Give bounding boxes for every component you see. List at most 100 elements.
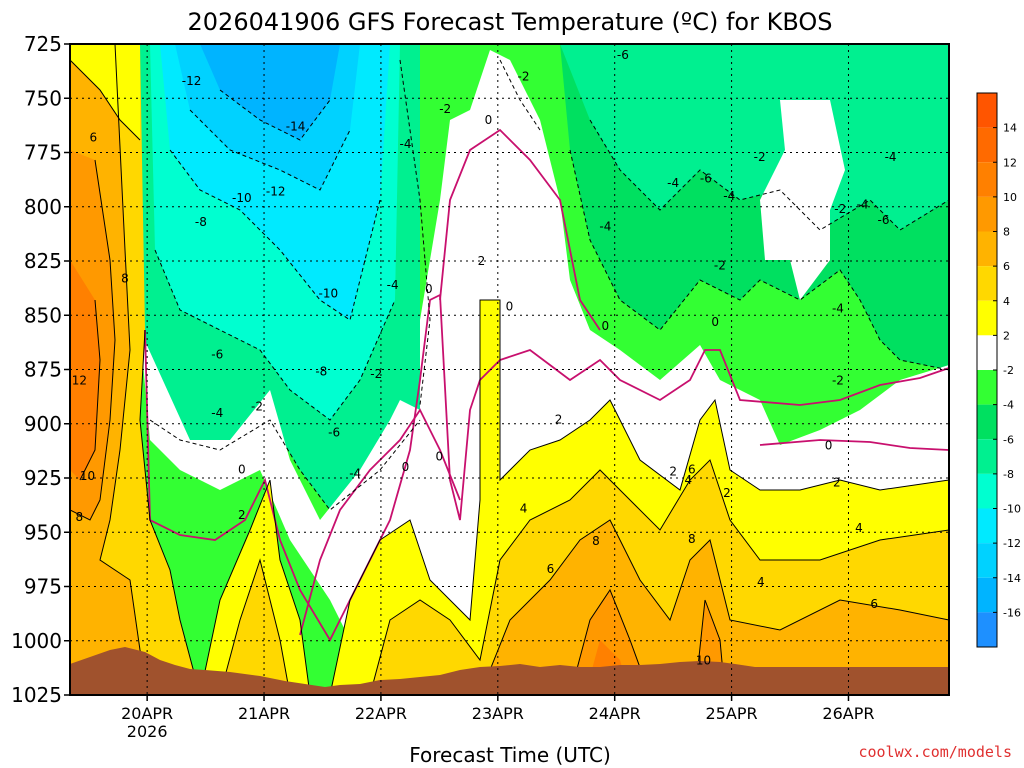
- contour-label: 0: [602, 319, 610, 333]
- contour-label: -6: [617, 48, 629, 62]
- contour-label: 6: [688, 462, 696, 476]
- contour-label: -4: [599, 219, 611, 233]
- contour-label: 6: [547, 562, 555, 576]
- contour-label: 10: [80, 469, 95, 483]
- y-tick-label: 825: [24, 249, 62, 273]
- colorbar-swatch: [977, 439, 997, 474]
- colorbar-swatch: [977, 473, 997, 509]
- y-tick-label: 875: [24, 358, 62, 382]
- colorbar-swatch: [977, 266, 997, 301]
- y-tick-label: 725: [24, 32, 62, 56]
- colorbar-swatch: [977, 404, 997, 440]
- x-tick-label: 23APR: [472, 704, 524, 723]
- colorbar-swatch: [977, 612, 997, 647]
- contour-label: 6: [870, 597, 878, 611]
- contour-labels: 6 8 12 10 8 -12 -14 -12 -10 -8 -10 -6 -8 -4 -2 -6 -4 0 2 -4…: [72, 48, 897, 667]
- colorbar-label: 12: [1003, 156, 1017, 169]
- colorbar-label: 6: [1003, 260, 1010, 273]
- contour-label: 0: [711, 315, 719, 329]
- colorbar-swatch: [977, 370, 997, 405]
- contour-label: -2: [251, 399, 263, 413]
- contour-label: 0: [238, 462, 246, 476]
- contour-label: 4: [685, 473, 693, 487]
- colorbar-label: -14: [1003, 572, 1021, 585]
- contour-label: -6: [700, 172, 712, 186]
- contour-label: -6: [328, 425, 340, 439]
- contour-label: -2: [834, 202, 846, 216]
- colorbar-label: 10: [1003, 191, 1017, 204]
- contour-label: -4: [399, 137, 411, 151]
- contour-label: 2: [555, 412, 563, 426]
- x-tick-year-label: 2026: [127, 722, 168, 741]
- field-zero-pocket: [760, 100, 845, 300]
- x-tick-label: 20APR: [121, 704, 173, 723]
- y-tick-label: 775: [24, 141, 62, 165]
- contour-label: 6: [90, 130, 98, 144]
- colorbar: -16 -14 -12 -10 -8 -6 -4 -2 2 4 6 8 10 12 14: [976, 92, 1021, 648]
- contour-label: 8: [121, 271, 129, 285]
- contour-label: 8: [592, 534, 600, 548]
- contour-label: 8: [688, 532, 696, 546]
- y-tick-label: 925: [24, 466, 62, 490]
- y-tick-label: 975: [24, 575, 62, 599]
- positive-contours: [70, 44, 949, 695]
- contour-label: 4: [757, 575, 765, 589]
- colorbar-label: -8: [1003, 468, 1014, 481]
- contour-label: -4: [723, 189, 735, 203]
- contour-label: -2: [370, 367, 382, 381]
- contour-label: 0: [506, 300, 514, 314]
- colorbar-label: 8: [1003, 226, 1010, 239]
- negative-contours: [149, 59, 949, 511]
- y-axis: 725 750 775 800 825 850 875 900 925 950 975 1000 102…: [11, 32, 70, 707]
- colorbar-label: 2: [1003, 329, 1010, 342]
- contour-label: -8: [195, 215, 207, 229]
- field-left-column-top: [70, 44, 140, 140]
- colorbar-label: -12: [1003, 537, 1021, 550]
- contour-label: -10: [319, 287, 339, 301]
- y-tick-label: 1025: [11, 683, 62, 707]
- y-tick-label: 900: [24, 412, 62, 436]
- colorbar-label: -16: [1003, 606, 1021, 619]
- contour-label: 4: [520, 501, 528, 515]
- contour-label: -2: [714, 258, 726, 272]
- contour-label: 0: [425, 282, 433, 296]
- contour-label: 4: [855, 521, 863, 535]
- field-minus6-band: [560, 44, 949, 230]
- contour-label: -2: [439, 102, 451, 116]
- x-axis-label: Forecast Time (UTC): [409, 743, 611, 767]
- colorbar-swatch: [977, 508, 997, 544]
- freezing-contour-2: [299, 408, 461, 636]
- freezing-contour-3: [439, 128, 601, 331]
- colorbar-swatch: [977, 300, 997, 336]
- colorbar-label: -6: [1003, 433, 1014, 446]
- colorbar-label: -4: [1003, 399, 1014, 412]
- contour-label: 2: [478, 254, 486, 268]
- contour-label: 0: [825, 438, 833, 452]
- y-tick-label: 1000: [11, 629, 62, 653]
- contour-label: 0: [402, 460, 410, 474]
- freezing-contour-4: [759, 439, 949, 451]
- colorbar-swatch: [977, 162, 997, 197]
- contour-label: 10: [696, 653, 711, 667]
- x-tick-label: 25APR: [706, 704, 758, 723]
- terrain: [70, 647, 949, 695]
- x-tick-label: 26APR: [822, 704, 874, 723]
- colorbar-swatch: [977, 93, 997, 128]
- colorbar-swatch: [977, 127, 997, 163]
- contour-label: -4: [211, 406, 223, 420]
- contour-label: -10: [232, 191, 252, 205]
- field-cold-dome-minus14: [200, 44, 340, 140]
- contour-label: 2: [669, 464, 677, 478]
- colorbar-label: -2: [1003, 364, 1014, 377]
- contour-label: -2: [832, 373, 844, 387]
- x-tick-label: 22APR: [355, 704, 407, 723]
- contour-label: -6: [211, 347, 223, 361]
- colorbar-label: -10: [1003, 503, 1021, 516]
- contour-label: -6: [878, 213, 890, 227]
- contour-label: -12: [266, 185, 286, 199]
- colorbar-swatch: [977, 543, 997, 578]
- contour-label: 2: [238, 508, 246, 522]
- x-tick-label: 21APR: [238, 704, 290, 723]
